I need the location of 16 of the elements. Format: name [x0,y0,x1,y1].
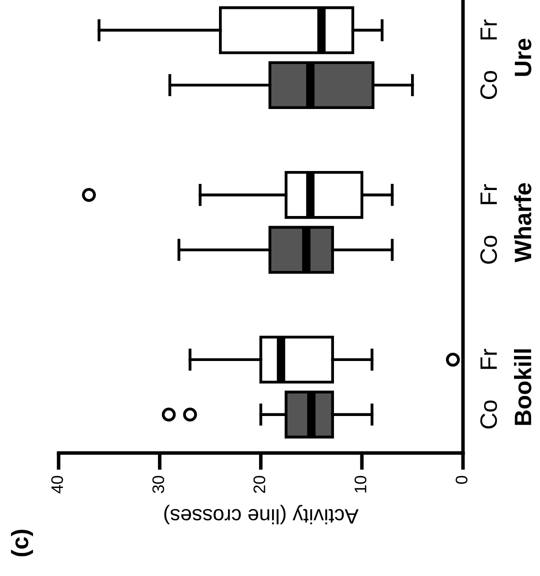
x-tick-label: 0 [456,476,468,484]
text: Bookill [514,349,532,425]
x-tick-label: 20 [253,476,266,493]
x-tick-label: 40 [51,476,64,494]
x-tick-label: 30 [152,476,164,494]
text: Ure [514,38,532,76]
text: Wharfe [514,183,532,262]
y-tick-label: Fr [480,184,497,204]
text: (c) [10,530,34,556]
x-axis-title: Activity (line crosses) [164,504,359,524]
y-tick-label: Fr [480,348,497,369]
y-tick-label: Fr [480,19,497,40]
y-tick-label: Co [480,71,498,99]
y-tick-label: Co [480,400,498,428]
y-tick-label: Co [480,236,498,264]
x-tick-label: 10 [354,476,366,492]
